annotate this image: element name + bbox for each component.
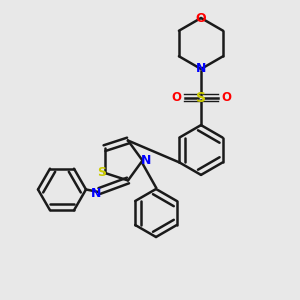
- Text: N: N: [196, 62, 206, 76]
- Text: N: N: [141, 154, 151, 167]
- Text: O: O: [221, 91, 231, 104]
- Text: O: O: [171, 91, 181, 104]
- Text: O: O: [196, 11, 206, 25]
- Text: N: N: [91, 187, 102, 200]
- Text: S: S: [97, 166, 106, 179]
- Text: S: S: [196, 91, 206, 104]
